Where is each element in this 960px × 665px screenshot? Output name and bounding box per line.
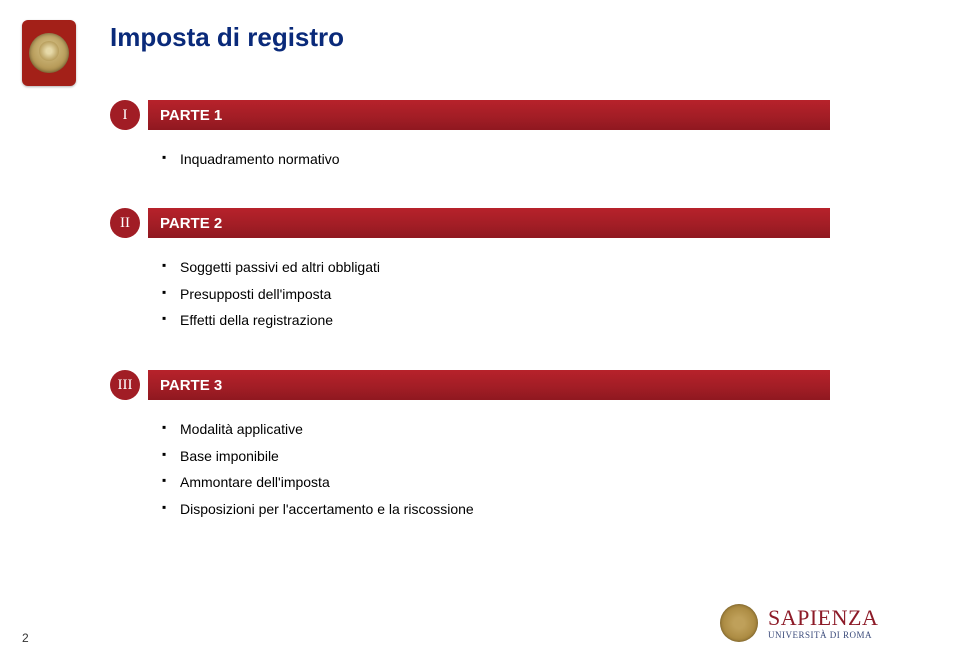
section-1: I PARTE 1 Inquadramento normativo (110, 100, 830, 173)
section-3: III PARTE 3 Modalità applicative Base im… (110, 370, 830, 522)
section-2-label: PARTE 2 (148, 208, 830, 238)
sapienza-seal-icon (720, 604, 758, 642)
footer-logo: SAPIENZA UNIVERSITÀ DI ROMA (720, 599, 930, 647)
page-number: 2 (22, 631, 29, 645)
sapienza-text: SAPIENZA UNIVERSITÀ DI ROMA (768, 607, 878, 640)
list-item: Inquadramento normativo (162, 146, 830, 173)
section-2-bullets: Soggetti passivi ed altri obbligati Pres… (162, 254, 830, 334)
section-3-header: III PARTE 3 (110, 370, 830, 400)
sapienza-name: SAPIENZA (768, 607, 878, 629)
section-2-numeral: II (110, 208, 140, 238)
section-2-header: II PARTE 2 (110, 208, 830, 238)
seal-graphic (29, 33, 69, 73)
list-item: Soggetti passivi ed altri obbligati (162, 254, 830, 281)
list-item: Base imponibile (162, 443, 830, 470)
section-3-bullets: Modalità applicative Base imponibile Amm… (162, 416, 830, 522)
institution-seal-icon (22, 20, 76, 86)
sapienza-subtitle: UNIVERSITÀ DI ROMA (768, 631, 878, 640)
section-3-label: PARTE 3 (148, 370, 830, 400)
section-1-header: I PARTE 1 (110, 100, 830, 130)
section-1-bullets: Inquadramento normativo (162, 146, 830, 173)
section-1-label: PARTE 1 (148, 100, 830, 130)
list-item: Ammontare dell'imposta (162, 469, 830, 496)
section-1-numeral: I (110, 100, 140, 130)
list-item: Disposizioni per l'accertamento e la ris… (162, 496, 830, 523)
list-item: Modalità applicative (162, 416, 830, 443)
list-item: Presupposti dell'imposta (162, 281, 830, 308)
page-title: Imposta di registro (110, 22, 344, 53)
section-2: II PARTE 2 Soggetti passivi ed altri obb… (110, 208, 830, 334)
list-item: Effetti della registrazione (162, 307, 830, 334)
section-3-numeral: III (110, 370, 140, 400)
